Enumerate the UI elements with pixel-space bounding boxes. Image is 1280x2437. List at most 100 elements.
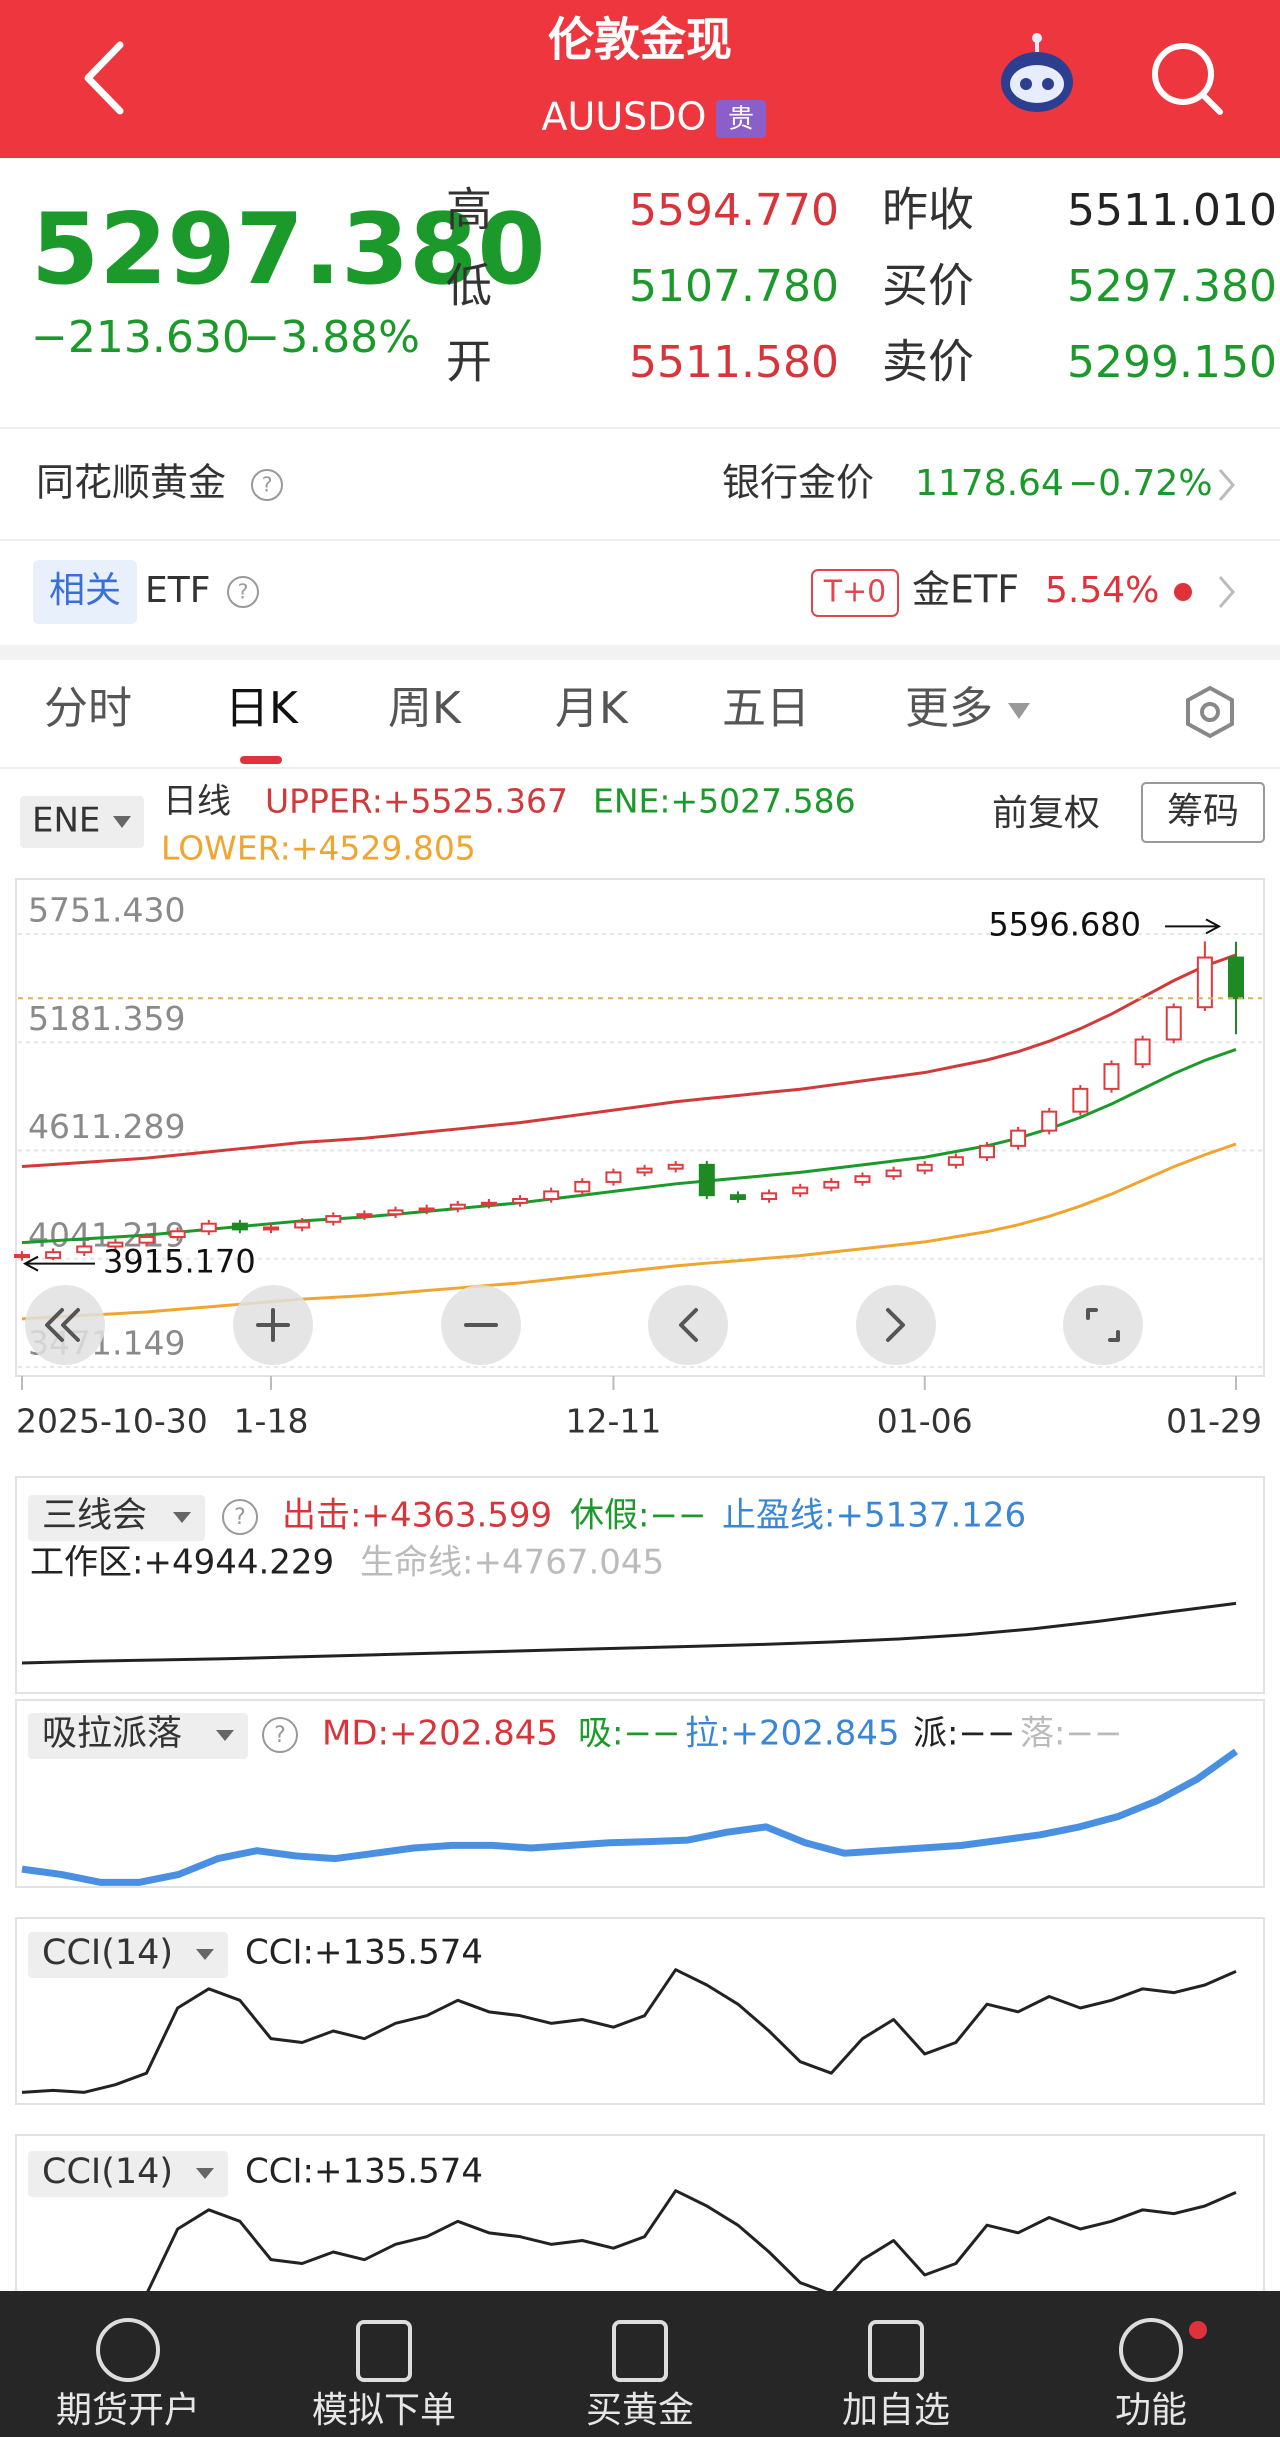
tab[interactable]: 五日	[722, 683, 810, 734]
search-button[interactable]	[1152, 43, 1223, 115]
legend-entry: 止盈线:+5137.126	[722, 1496, 1026, 1536]
candle-body	[294, 1220, 311, 1229]
nav-label[interactable]: 加自选	[842, 2390, 950, 2431]
row-price: 1178.64	[915, 463, 1064, 504]
indicator-select[interactable]	[28, 1495, 205, 1541]
candle-body	[107, 1241, 124, 1248]
help-icon[interactable]	[262, 1717, 298, 1753]
tab[interactable]: 日K	[225, 683, 299, 734]
indicator-select[interactable]	[28, 1713, 248, 1759]
chart-control[interactable]	[1063, 1285, 1143, 1365]
candle-body	[480, 1201, 497, 1206]
tab[interactable]: 分时	[44, 683, 132, 734]
nav-icon[interactable]	[612, 2320, 668, 2382]
row-tag: 相关	[49, 570, 121, 611]
nav-icon[interactable]	[1119, 2318, 1183, 2382]
candle-body	[45, 1251, 62, 1259]
legend-entry: 工作区:+4944.229	[30, 1543, 334, 1583]
candle-body	[916, 1163, 933, 1172]
chevron[interactable]	[1218, 469, 1235, 501]
candle-body	[200, 1222, 217, 1233]
badge-box	[811, 569, 899, 617]
indicator-line	[146, 2189, 1237, 2291]
indicator-name: 吸拉派落	[42, 1714, 182, 1754]
legend-entry: CCI:+135.574	[245, 1933, 483, 1973]
quote-label: 开	[446, 335, 492, 389]
chevron[interactable]	[1218, 576, 1235, 608]
chart-button[interactable]: 筹码	[1167, 791, 1239, 832]
quote-label: 低	[446, 259, 492, 313]
prev-icon	[679, 1308, 698, 1342]
indicator-line	[21, 1968, 1237, 2094]
nav-label[interactable]: 模拟下单	[312, 2390, 456, 2431]
settings-button[interactable]	[1186, 685, 1234, 739]
candle-body	[761, 1192, 778, 1201]
candle-body	[1041, 1110, 1058, 1132]
candle-body	[1228, 956, 1244, 1000]
dropdown-arrow	[173, 1512, 191, 1523]
x-tick-label: 1-18	[234, 1402, 309, 1441]
page-title: 伦敦金现	[548, 13, 732, 67]
quote-label: 买价	[882, 259, 974, 313]
period-label: 日线	[163, 782, 231, 822]
candle-body	[231, 1222, 248, 1231]
panel-frame	[15, 1917, 1265, 2105]
price-change: −213.630	[31, 312, 250, 363]
price-change-pct: −3.88%	[243, 312, 420, 363]
robot-icon[interactable]	[1001, 33, 1073, 112]
row-label: ETF	[145, 570, 210, 611]
chart-frame	[15, 878, 1265, 1377]
indicator-select[interactable]	[28, 1932, 228, 1978]
nav-icon[interactable]	[356, 2320, 412, 2382]
help-icon[interactable]	[251, 469, 283, 501]
indicator-line	[21, 1601, 1237, 1665]
tab[interactable]: 周K	[388, 683, 462, 734]
x-tick-label: 12-11	[565, 1402, 661, 1441]
tab[interactable]: 月K	[555, 683, 629, 734]
nav-icon[interactable]	[868, 2320, 924, 2382]
indicator-select[interactable]	[20, 796, 144, 848]
badge-bg	[716, 100, 766, 138]
candle-body	[698, 1163, 715, 1197]
candle-body	[978, 1144, 995, 1159]
candle-body	[1134, 1038, 1151, 1066]
candle-body	[1072, 1087, 1089, 1113]
bottom-nav	[0, 2291, 1280, 2437]
candle-body	[263, 1226, 280, 1231]
quote-value: 5297.380	[1067, 261, 1277, 312]
help-icon[interactable]	[222, 1499, 258, 1535]
chart-control[interactable]	[856, 1285, 936, 1365]
dropdown-arrow	[1008, 703, 1030, 719]
tab[interactable]: 更多	[905, 683, 993, 734]
help-icon[interactable]	[227, 576, 259, 608]
rewind-icon	[45, 1308, 80, 1342]
dropdown-arrow	[196, 1949, 214, 1960]
back-button[interactable]	[84, 41, 124, 115]
legend-entry: UPPER:+5525.367	[265, 782, 568, 821]
legend-entry: 生命线:+4767.045	[360, 1543, 664, 1583]
tag-bg	[33, 560, 137, 624]
high-marker: 5596.680	[988, 905, 1141, 943]
candle-body	[1165, 1006, 1182, 1041]
y-tick-label: 5751.430	[28, 891, 185, 930]
nav-label[interactable]: 功能	[1115, 2390, 1187, 2431]
y-tick-label: 5181.359	[28, 999, 185, 1038]
nav-label[interactable]: 期货开户	[56, 2390, 200, 2431]
symbol-code: AUUSDO	[542, 95, 707, 139]
nav-icon[interactable]	[96, 2318, 160, 2382]
help-glyph: ?	[262, 473, 273, 497]
chart-control[interactable]	[648, 1285, 728, 1365]
candle-body	[1010, 1129, 1027, 1147]
quote-label: 昨收	[882, 183, 974, 237]
indicator-select[interactable]	[28, 2151, 228, 2197]
chart-button[interactable]: 前复权	[992, 793, 1100, 834]
legend-entry: ENE:+5027.586	[593, 782, 856, 821]
row-name: 银行金价	[722, 461, 874, 505]
quote-label: 高	[446, 183, 492, 237]
nav-label[interactable]: 买黄金	[586, 2390, 694, 2431]
legend-entry: 落:−−	[1020, 1714, 1122, 1754]
indicator-line	[21, 953, 1237, 1169]
chip-button[interactable]	[1141, 782, 1265, 843]
panel-frame	[15, 1699, 1265, 1888]
